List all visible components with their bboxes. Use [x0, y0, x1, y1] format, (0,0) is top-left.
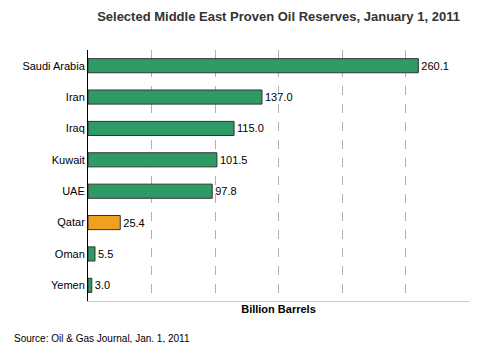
- svg-text:Selected Middle East Proven Oi: Selected Middle East Proven Oil Reserves…: [97, 9, 460, 24]
- svg-text:97.8: 97.8: [215, 185, 236, 197]
- svg-text:Saudi Arabia: Saudi Arabia: [22, 60, 85, 72]
- svg-text:101.5: 101.5: [220, 154, 248, 166]
- svg-text:Oman: Oman: [55, 248, 85, 260]
- svg-text:137.0: 137.0: [265, 91, 293, 103]
- svg-text:3.0: 3.0: [95, 279, 110, 291]
- svg-text:Yemen: Yemen: [51, 279, 85, 291]
- svg-text:5.5: 5.5: [98, 248, 113, 260]
- svg-text:Qatar: Qatar: [57, 216, 85, 228]
- svg-text:Iraq: Iraq: [66, 122, 85, 134]
- svg-text:Iran: Iran: [66, 91, 85, 103]
- svg-text:260.1: 260.1: [421, 60, 449, 72]
- svg-text:Source: Oil & Gas Journal, Jan: Source: Oil & Gas Journal, Jan. 1, 2011: [14, 333, 190, 343]
- svg-text:115.0: 115.0: [237, 122, 264, 134]
- svg-text:UAE: UAE: [62, 185, 85, 197]
- svg-text:Kuwait: Kuwait: [52, 154, 85, 166]
- svg-text:25.4: 25.4: [123, 217, 144, 229]
- svg-text:Billion Barrels: Billion Barrels: [241, 303, 316, 315]
